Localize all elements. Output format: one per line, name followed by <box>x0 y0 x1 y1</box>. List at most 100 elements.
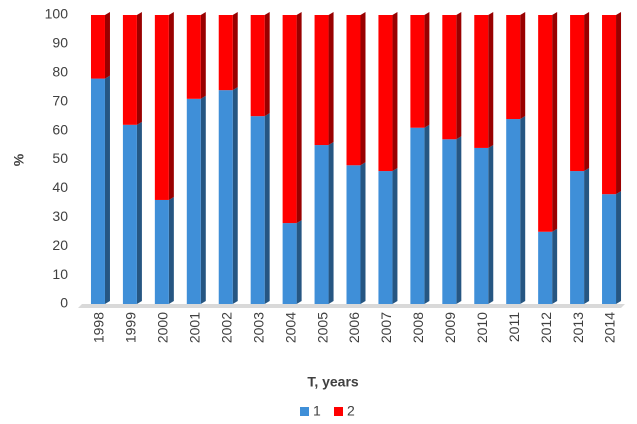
bar-side <box>488 12 494 148</box>
x-tick-label: 2005 <box>314 312 330 343</box>
bar <box>474 15 489 148</box>
bar-side <box>104 12 110 79</box>
bar <box>154 199 169 304</box>
bar <box>90 78 105 304</box>
bar-side <box>552 228 558 304</box>
bar-side <box>488 144 494 304</box>
bar-side <box>520 116 526 304</box>
bar-side <box>328 12 334 146</box>
bar <box>314 15 329 146</box>
bar-side <box>232 12 238 91</box>
bar <box>346 165 361 304</box>
bar <box>218 90 233 304</box>
bar <box>186 15 201 99</box>
bar-side <box>232 87 238 304</box>
bar-side <box>360 12 366 166</box>
bar <box>410 127 425 305</box>
y-tick-label: 60 <box>52 121 68 137</box>
x-tick-label: 2010 <box>474 312 490 343</box>
bar-side <box>616 12 622 195</box>
bar <box>570 171 585 304</box>
bar-side <box>616 191 622 304</box>
bar-side <box>136 121 142 304</box>
y-tick-label: 70 <box>52 92 68 108</box>
x-tick-label: 2011 <box>506 312 522 342</box>
x-tick-label: 2013 <box>570 312 586 343</box>
bar-side <box>328 142 334 304</box>
x-tick-label: 2008 <box>410 312 426 343</box>
bar-side <box>424 124 430 305</box>
bar <box>122 124 137 304</box>
bar <box>250 116 265 305</box>
x-tick-label: 2009 <box>442 312 458 343</box>
bar <box>442 15 457 140</box>
bar-side <box>584 168 590 304</box>
x-tick-label: 2006 <box>346 312 362 343</box>
bar-side <box>584 12 590 172</box>
y-tick-label: 100 <box>45 6 69 22</box>
bar-side <box>264 113 270 305</box>
bar <box>218 15 233 91</box>
bar <box>282 223 297 304</box>
bar-side <box>296 12 302 224</box>
bar-side <box>360 162 366 304</box>
y-tick-label: 10 <box>52 266 68 282</box>
y-tick-label: 50 <box>52 150 68 166</box>
bar <box>186 98 201 304</box>
y-tick-label: 40 <box>52 179 68 195</box>
bar <box>282 15 297 224</box>
x-tick-label: 2003 <box>250 312 266 343</box>
bar <box>410 15 425 128</box>
bar <box>154 15 169 200</box>
y-tick-label: 80 <box>52 64 68 80</box>
bar <box>250 15 265 117</box>
bar-side <box>520 12 526 120</box>
legend-swatch <box>300 407 309 416</box>
bar-side <box>552 12 558 232</box>
x-tick-label: 2001 <box>186 312 202 343</box>
bar-side <box>168 12 174 200</box>
y-tick-label: 0 <box>60 295 68 311</box>
bar-side <box>456 12 462 140</box>
x-axis-label: T, years <box>307 374 359 390</box>
bar <box>602 15 617 195</box>
bar-side <box>424 12 430 128</box>
bar-side <box>200 95 206 304</box>
x-tick-label: 2012 <box>538 312 554 343</box>
bar-side <box>200 12 206 99</box>
bar-side <box>456 136 462 304</box>
x-tick-label: 2014 <box>602 312 618 343</box>
x-tick-label: 1999 <box>123 312 139 343</box>
x-tick-label: 1998 <box>91 312 107 343</box>
y-tick-label: 90 <box>52 35 68 51</box>
bar <box>538 15 553 232</box>
bar-side <box>296 220 302 304</box>
bar <box>346 15 361 166</box>
bar <box>90 15 105 79</box>
legend-label: 1 <box>313 403 321 419</box>
x-tick-label: 2004 <box>282 312 298 343</box>
legend-swatch <box>334 407 343 416</box>
y-tick-label: 20 <box>52 237 68 253</box>
legend-label: 2 <box>347 403 355 419</box>
bar-side <box>392 12 398 172</box>
x-tick-label: 2000 <box>155 312 171 343</box>
bar <box>378 171 393 304</box>
bar-side <box>264 12 270 117</box>
bar-side <box>392 168 398 304</box>
bar-side <box>168 196 174 304</box>
bar <box>602 194 617 304</box>
bar <box>474 147 489 304</box>
bar <box>538 231 553 304</box>
bar <box>506 15 521 120</box>
x-tick-label: 2002 <box>218 312 234 343</box>
bar <box>442 139 457 304</box>
bar <box>122 15 137 125</box>
bar-side <box>104 75 110 304</box>
y-tick-label: 30 <box>52 208 68 224</box>
floor <box>78 304 625 308</box>
bar <box>314 145 329 304</box>
x-tick-label: 2007 <box>378 312 394 343</box>
bar <box>570 15 585 172</box>
